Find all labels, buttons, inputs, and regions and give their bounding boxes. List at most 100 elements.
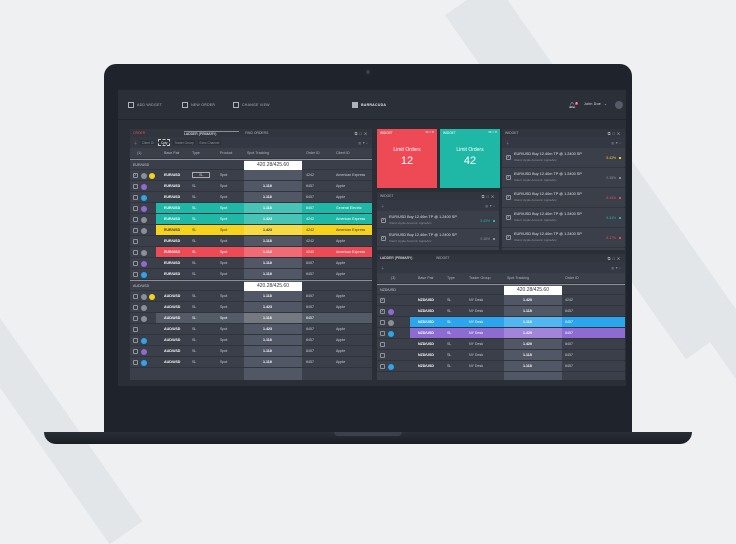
row-checkbox[interactable] bbox=[133, 294, 138, 299]
widget-controls[interactable]: ⧉□✕ bbox=[607, 131, 622, 136]
row-checkbox[interactable] bbox=[133, 217, 138, 222]
group-row[interactable]: AUD/USD 420.28/425.60 bbox=[130, 280, 372, 291]
item-checkbox[interactable]: ✓ bbox=[381, 218, 386, 223]
filter-icon[interactable]: ▥ ▼ ⌕ bbox=[485, 203, 495, 208]
filter-icon[interactable]: ▥ ▼ ⌕ bbox=[611, 265, 621, 270]
table-row[interactable]: EUR/USD SL Spot 1.118 4242 Apple bbox=[130, 236, 372, 247]
item-checkbox[interactable]: ✓ bbox=[506, 195, 511, 200]
tab-1[interactable]: WIDGET bbox=[436, 256, 450, 260]
row-checkbox[interactable] bbox=[133, 316, 138, 321]
table-row[interactable]: EUR/USD SL Spot 1.118 8457 Apple bbox=[130, 258, 372, 269]
row-checkbox[interactable]: ✓ bbox=[133, 173, 138, 178]
widget-controls[interactable]: ⧉□✕ bbox=[481, 194, 496, 199]
panel-window-controls[interactable]: ⧉□✕ bbox=[354, 131, 369, 136]
table-row[interactable]: NZD/USD SL NY Desk 1.118 8457 bbox=[377, 317, 625, 328]
row-checkbox[interactable] bbox=[380, 353, 385, 358]
new-order-button[interactable]: NEW ORDER bbox=[182, 102, 215, 108]
filter-chip[interactable]: Client ID bbox=[140, 140, 156, 145]
row-checkbox[interactable] bbox=[133, 250, 138, 255]
add-widget-button[interactable]: ADD WIDGET bbox=[128, 102, 162, 108]
table-row[interactable]: EUR/USD SL Spot 1.118 8457 General Electric bbox=[130, 203, 372, 214]
row-checkbox[interactable] bbox=[133, 261, 138, 266]
spot-input[interactable]: 420.28/425.60 bbox=[244, 161, 302, 170]
limit-orders-widget[interactable]: WIDGET ⧉ □ ✕ Limit Orders 12 bbox=[377, 129, 437, 188]
column-header[interactable]: Type bbox=[447, 276, 455, 280]
filter-chip[interactable]: Exec Channel bbox=[198, 140, 221, 145]
row-checkbox[interactable] bbox=[133, 327, 138, 332]
group-row[interactable]: NZD/USD 420.28/425.60 bbox=[377, 284, 625, 295]
column-header[interactable]: Trader Group bbox=[469, 276, 491, 280]
column-header[interactable]: Spot Tracking bbox=[247, 151, 269, 155]
order-list-item[interactable]: ✓ EUR/USD Buy 12.40m TP @ 1.2400 SP Client… bbox=[502, 208, 625, 228]
spot-input[interactable]: 420.28/425.60 bbox=[244, 282, 302, 291]
row-checkbox[interactable] bbox=[133, 195, 138, 200]
filter-icon[interactable]: ▥ ▼ ⌕ bbox=[611, 140, 621, 145]
column-header[interactable]: Base Pair bbox=[418, 276, 434, 280]
order-list-item[interactable]: ✓ EUR/USD Buy 12.40m TP @ 1.2400 SP Client… bbox=[377, 211, 499, 229]
filter-chip[interactable]: Trader Group bbox=[172, 140, 195, 145]
table-row[interactable]: AUD/USD SL Spot 1.118 8457 Apple bbox=[130, 357, 372, 368]
table-row[interactable]: NZD/USD SL NY Desk 1.118 8457 bbox=[377, 350, 625, 361]
column-header[interactable]: Order ID bbox=[306, 151, 320, 155]
change-view-button[interactable]: CHANGE VIEW bbox=[233, 102, 270, 108]
row-checkbox[interactable]: ✓ bbox=[380, 309, 385, 314]
item-checkbox[interactable]: ✓ bbox=[506, 175, 511, 180]
column-header[interactable]: Base Pair bbox=[164, 151, 180, 155]
notifications-button[interactable]: 🔔︎ 3 bbox=[568, 101, 579, 109]
column-header[interactable]: Product bbox=[220, 151, 233, 155]
item-checkbox[interactable]: ✓ bbox=[506, 235, 511, 240]
user-menu[interactable]: John Doe ⌄ bbox=[584, 102, 608, 106]
table-row[interactable]: EUR/USD SL Spot 1.118 8457 Apple bbox=[130, 181, 372, 192]
panel-window-controls[interactable]: ⧉□✕ bbox=[607, 256, 622, 261]
table-row[interactable]: NZD/USD SL NY Desk 1.420 8457 bbox=[377, 328, 625, 339]
column-header[interactable]: Client ID bbox=[336, 151, 350, 155]
row-checkbox[interactable] bbox=[133, 349, 138, 354]
table-row[interactable]: AUD/USD SL Spot 1.118 8457 Apple bbox=[130, 335, 372, 346]
table-row[interactable]: AUD/USD SL Spot 1.118 8457 Apple bbox=[130, 346, 372, 357]
tab-1[interactable]: LADDER (PRIMARY) bbox=[184, 130, 239, 136]
column-header[interactable]: (1) bbox=[137, 151, 142, 155]
item-checkbox[interactable]: ✓ bbox=[506, 215, 511, 220]
table-row[interactable]: EUR/USD SL Spot 1.423 4242 American Express bbox=[130, 214, 372, 225]
table-row[interactable]: AUD/USD SL Spot 1.118 8457 Apple bbox=[130, 291, 372, 302]
tab-0[interactable]: LADDER (PRIMARY) bbox=[380, 256, 413, 260]
row-checkbox[interactable] bbox=[133, 228, 138, 233]
table-row[interactable]: AUD/USD SL Spot 1.423 8457 Apple bbox=[130, 302, 372, 313]
table-row[interactable]: AUD/USD SL Spot 1.118 8457 bbox=[130, 313, 372, 324]
row-checkbox[interactable] bbox=[133, 338, 138, 343]
table-row[interactable]: NZD/USD SL NY Desk 1.118 8457 bbox=[377, 361, 625, 372]
table-row[interactable]: EUR/USD SL Spot 1.118 4242 American Express bbox=[130, 247, 372, 258]
item-checkbox[interactable]: ✓ bbox=[506, 155, 511, 160]
filter-chip[interactable]: Cpty bbox=[158, 139, 170, 146]
table-row[interactable]: NZD/USD SL NY Desk 1.420 8457 bbox=[377, 339, 625, 350]
row-checkbox[interactable] bbox=[133, 272, 138, 277]
row-checkbox[interactable] bbox=[380, 364, 385, 369]
row-checkbox[interactable]: ✓ bbox=[380, 298, 385, 303]
row-checkbox[interactable] bbox=[380, 331, 385, 336]
order-list-item[interactable]: ✓ EUR/USD Buy 12.40m TP @ 1.2400 SP Client… bbox=[502, 188, 625, 208]
item-checkbox[interactable]: ✓ bbox=[381, 236, 386, 241]
table-row[interactable]: ✓ NZD/USD SL NY Desk 1.118 8457 bbox=[377, 306, 625, 317]
order-list-item[interactable]: ✓ EUR/USD Buy 12.40m TP @ 1.2400 SP Client… bbox=[377, 229, 499, 247]
avatar[interactable] bbox=[615, 101, 623, 109]
limit-orders-widget[interactable]: WIDGET ⧉ □ ✕ Limit Orders 42 bbox=[440, 129, 500, 188]
order-list-item[interactable]: ✓ EUR/USD Buy 12.40m TP @ 1.2400 SP Client… bbox=[502, 168, 625, 188]
widget-controls[interactable]: ⧉ □ ✕ bbox=[425, 130, 434, 134]
column-header[interactable]: (3) bbox=[391, 276, 396, 280]
tab-0[interactable]: ORDER bbox=[133, 131, 146, 135]
column-header[interactable]: Spot Tracking bbox=[507, 276, 529, 280]
spot-input[interactable]: 420.28/425.60 bbox=[504, 286, 562, 295]
table-row[interactable]: ✓ NZD/USD SL NY Desk 1.420 4242 bbox=[377, 295, 625, 306]
table-row[interactable]: EUR/USD SL Spot 1.118 8457 Apple bbox=[130, 269, 372, 280]
tab-2[interactable]: FIND ORDERS bbox=[245, 131, 269, 135]
column-header[interactable]: Type bbox=[192, 151, 200, 155]
filter-icon[interactable]: ▥ ▼ ⌕ bbox=[358, 140, 368, 145]
column-header[interactable]: Order ID bbox=[565, 276, 579, 280]
order-list-item[interactable]: ✓ EUR/USD Buy 12.40m TP @ 1.2400 SP Client… bbox=[502, 228, 625, 248]
table-row[interactable]: ✓ EUR/USD SL Spot 4242 American Express bbox=[130, 170, 372, 181]
table-row[interactable]: EUR/USD SL Spot 1.118 8457 Apple bbox=[130, 192, 372, 203]
row-checkbox[interactable] bbox=[380, 342, 385, 347]
group-row[interactable]: EUR/USD 420.28/425.60 bbox=[130, 159, 372, 170]
table-row[interactable]: AUD/USD SL Spot 1.423 8457 Apple bbox=[130, 324, 372, 335]
row-checkbox[interactable] bbox=[133, 360, 138, 365]
